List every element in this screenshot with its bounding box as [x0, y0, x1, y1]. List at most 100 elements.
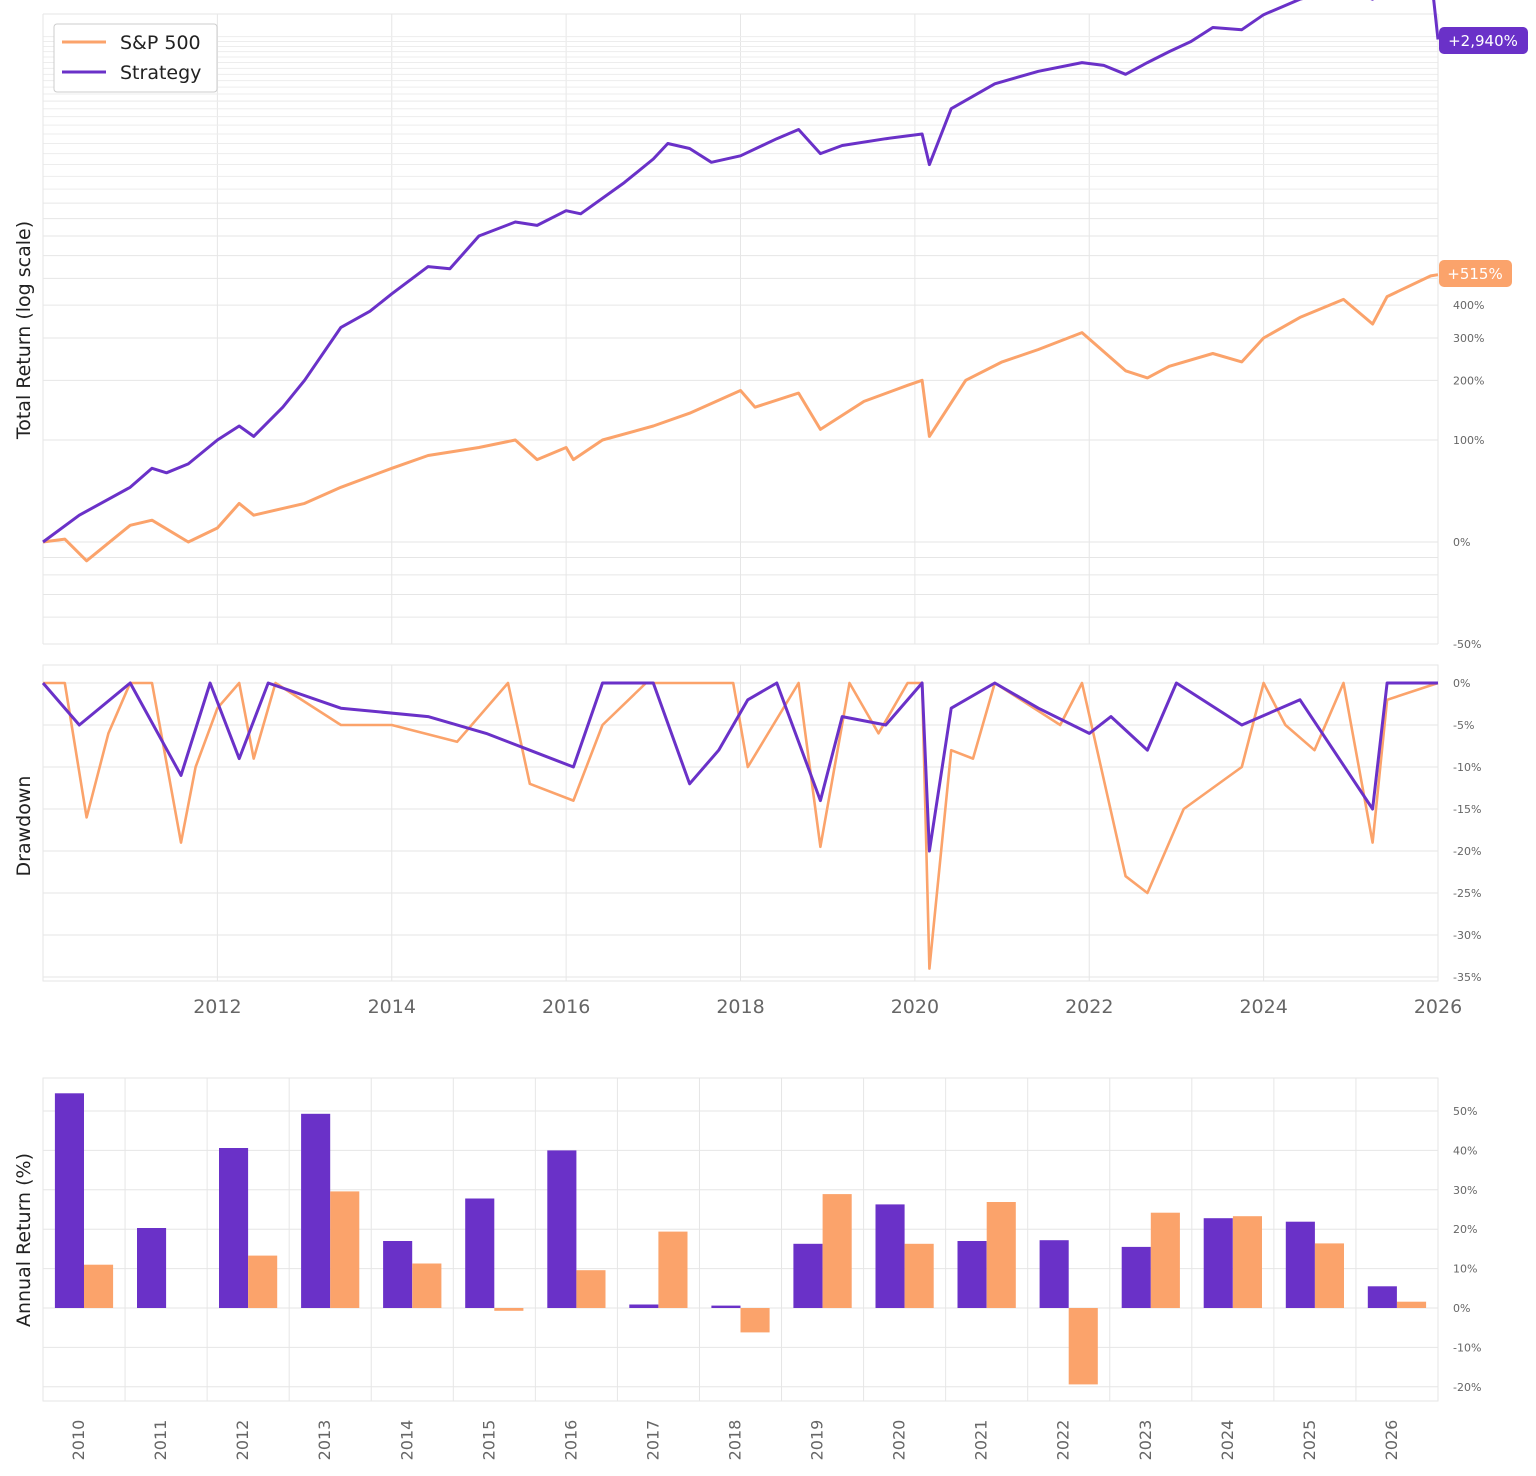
- x-tick-label: 2023: [1136, 1420, 1155, 1461]
- series-line-strategy: [41, 681, 1438, 853]
- bar-strategy-2011: [137, 1228, 167, 1308]
- x-tick-label: 2015: [479, 1420, 498, 1461]
- bar-sp500-2024: [1232, 1216, 1262, 1308]
- y-tick-label: -20%: [1453, 845, 1481, 858]
- x-tick-label: 2016: [542, 996, 590, 1018]
- y-tick-label: -50%: [1453, 638, 1481, 651]
- bar-sp500-2025: [1314, 1243, 1344, 1308]
- bar-strategy-2026: [1367, 1286, 1397, 1308]
- y-tick-label: 30%: [1453, 1184, 1477, 1197]
- bar-strategy-2016: [547, 1150, 577, 1308]
- bar-sp500-2010: [84, 1264, 114, 1308]
- plot-border: [42, 1077, 1439, 1402]
- legend-label: S&P 500: [120, 32, 201, 54]
- bar-strategy-2014: [383, 1241, 413, 1308]
- bar-sp500-2022: [1068, 1308, 1098, 1385]
- bar-sp500-2019: [822, 1194, 852, 1308]
- bar-sp500-2016: [576, 1270, 606, 1308]
- y-tick-label: 0%: [1453, 677, 1470, 690]
- y-axis-label: Total Return (log scale): [13, 221, 35, 440]
- x-tick-label: 2020: [891, 996, 939, 1018]
- bar-sp500-2015: [494, 1308, 524, 1311]
- y-tick-label: 100%: [1453, 434, 1484, 447]
- bar-sp500-2026: [1397, 1301, 1427, 1308]
- x-tick-label: 2024: [1239, 996, 1287, 1018]
- y-tick-label: 0%: [1453, 536, 1470, 549]
- bar-strategy-2022: [1039, 1240, 1069, 1308]
- y-tick-label: -5%: [1453, 719, 1474, 732]
- bar-strategy-2020: [875, 1204, 905, 1308]
- bar-sp500-2012: [248, 1255, 278, 1308]
- bar-strategy-2010: [54, 1093, 84, 1308]
- end-label-sp500-box: [1439, 260, 1512, 287]
- y-tick-label: -15%: [1453, 803, 1481, 816]
- x-tick-label: 2025: [1300, 1420, 1319, 1461]
- y-tick-label: -20%: [1453, 1381, 1481, 1394]
- y-tick-label: -10%: [1453, 761, 1481, 774]
- bar-strategy-2013: [301, 1113, 331, 1308]
- x-tick-label: 2022: [1065, 996, 1113, 1018]
- total-return-panel: -50% 0% 100% 200% 300% 400% Total Return (log …: [13, 0, 1528, 651]
- bar-sp500-2014: [412, 1263, 442, 1308]
- bar-strategy-2017: [629, 1304, 659, 1308]
- series-line-strategy: [42, 0, 1440, 544]
- bar-strategy-2025: [1285, 1221, 1315, 1308]
- bar-strategy-2021: [957, 1241, 987, 1308]
- y-tick-label: 40%: [1453, 1144, 1477, 1157]
- x-tick-label: 2012: [233, 1420, 252, 1461]
- x-tick-label: 2012: [193, 996, 241, 1018]
- bar-strategy-2012: [219, 1148, 249, 1308]
- x-tick-label: 2017: [643, 1420, 662, 1461]
- y-tick-label: 200%: [1453, 374, 1484, 387]
- bar-strategy-2023: [1121, 1246, 1151, 1308]
- x-tick-label: 2026: [1382, 1420, 1401, 1461]
- y-tick-label: 10%: [1453, 1263, 1477, 1276]
- series-line-sp500: [42, 273, 1439, 563]
- x-tick-label: 2014: [397, 1420, 416, 1461]
- y-axis-label: Drawdown: [13, 776, 35, 877]
- y-tick-label: -25%: [1453, 887, 1481, 900]
- end-label-strategy: +2,940%: [1439, 27, 1528, 54]
- bar-sp500-2013: [330, 1191, 360, 1308]
- bar-strategy-2015: [465, 1198, 495, 1308]
- x-tick-label: 2019: [808, 1420, 827, 1461]
- annual-return-panel: 50% 40% 30% 20% 10% 0% -10% -20% Annual Return (…: [13, 1077, 1481, 1461]
- bar-strategy-2018: [711, 1305, 741, 1308]
- x-tick-label: 2011: [151, 1420, 170, 1461]
- y-axis-label: Annual Return (%): [13, 1153, 35, 1327]
- y-tick-label: 300%: [1453, 332, 1484, 345]
- end-label-strategy-text: +2,940%: [1448, 32, 1518, 50]
- y-tick-label: 20%: [1453, 1223, 1477, 1236]
- x-tick-label: 2026: [1414, 996, 1462, 1018]
- legend-label: Strategy: [120, 62, 201, 84]
- drawdown-panel: 0% -5% -10% -15% -20% -25% -30% -35% Drawdown 201…: [13, 664, 1481, 1018]
- end-label-sp500: +515%: [1439, 260, 1512, 287]
- y-tick-label: -35%: [1453, 971, 1481, 984]
- end-label-sp500-text: +515%: [1447, 265, 1502, 283]
- bar-sp500-2021: [986, 1202, 1016, 1308]
- x-tick-label: 2024: [1218, 1420, 1237, 1461]
- x-tick-label: 2022: [1054, 1420, 1073, 1461]
- x-tick-label: 2020: [890, 1420, 909, 1461]
- y-tick-label: -10%: [1453, 1341, 1481, 1354]
- x-tick-label: 2013: [315, 1420, 334, 1461]
- bar-sp500-2017: [658, 1231, 688, 1308]
- x-tick-label: 2021: [972, 1420, 991, 1461]
- x-tick-label: 2014: [368, 996, 416, 1018]
- x-tick-label: 2010: [69, 1420, 88, 1461]
- x-tick-label: 2018: [726, 1420, 745, 1461]
- bar-sp500-2018: [740, 1308, 770, 1333]
- bar-strategy-2019: [793, 1243, 823, 1308]
- y-tick-label: 400%: [1453, 299, 1484, 312]
- x-tick-label: 2016: [561, 1420, 580, 1461]
- plot-border: [42, 664, 1439, 982]
- x-tick-label: 2018: [716, 996, 764, 1018]
- y-tick-label: 50%: [1453, 1105, 1477, 1118]
- series-line-sp500: [43, 681, 1439, 970]
- bar-sp500-2023: [1150, 1212, 1180, 1308]
- legend: S&P 500 Strategy: [53, 23, 218, 93]
- y-tick-label: 0%: [1453, 1302, 1470, 1315]
- bar-sp500-2020: [904, 1243, 934, 1308]
